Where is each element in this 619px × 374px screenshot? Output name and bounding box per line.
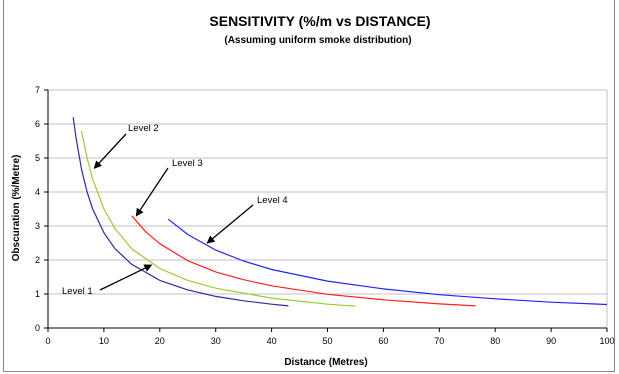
x-tick-label: 30	[211, 336, 221, 346]
annotation-arrow-level-2	[93, 133, 127, 169]
y-tick-label: 7	[35, 85, 40, 95]
annotations: Level 1 Level 2 Level 3 Level 4	[62, 123, 288, 297]
x-tick-label: 50	[322, 336, 332, 346]
x-tick-label: 0	[45, 336, 50, 346]
tick-labels: 0 10 20 30 40 50 60 70 80 90 100 0 1 2 3 4 5 6 7	[35, 85, 615, 346]
y-tick-label: 2	[35, 255, 40, 265]
series-line-level-3	[131, 215, 476, 307]
y-tick-label: 1	[35, 289, 40, 299]
x-tick-label: 60	[378, 336, 388, 346]
x-tick-label: 100	[599, 336, 614, 346]
y-axis-label: Obscuration (%/Metre)	[11, 155, 22, 262]
x-tick-label: 20	[155, 336, 165, 346]
y-tick-label: 5	[35, 153, 40, 163]
x-axis-label: Distance (Metres)	[284, 357, 367, 368]
series-line-level-2	[80, 130, 356, 307]
y-tick-label: 0	[35, 323, 40, 333]
y-tick-label: 6	[35, 119, 40, 129]
x-tick-label: 90	[546, 336, 556, 346]
y-tick-label: 3	[35, 221, 40, 231]
chart-title: SENSITIVITY (%/m vs DISTANCE)	[209, 13, 430, 29]
annotation-label-level-3: Level 3	[172, 158, 203, 169]
annotation-arrow-level-3	[135, 167, 169, 217]
annotation-label-level-2: Level 2	[128, 123, 159, 134]
annotation-arrow-level-4	[206, 204, 254, 244]
y-tick-label: 4	[35, 187, 40, 197]
chart-frame	[3, 0, 615, 372]
chart-subtitle: (Assuming uniform smoke distribution)	[224, 35, 411, 46]
series-line-level-4	[167, 218, 608, 306]
annotation-label-level-1: Level 1	[62, 286, 93, 297]
x-tick-label: 10	[99, 336, 109, 346]
annotation-label-level-4: Level 4	[257, 195, 288, 206]
x-tick-label: 80	[490, 336, 500, 346]
series-line-level-1	[72, 117, 289, 307]
series-lines	[72, 117, 608, 307]
x-tick-label: 40	[267, 336, 277, 346]
x-tick-label: 70	[434, 336, 444, 346]
annotation-arrow-level-1	[99, 264, 153, 291]
